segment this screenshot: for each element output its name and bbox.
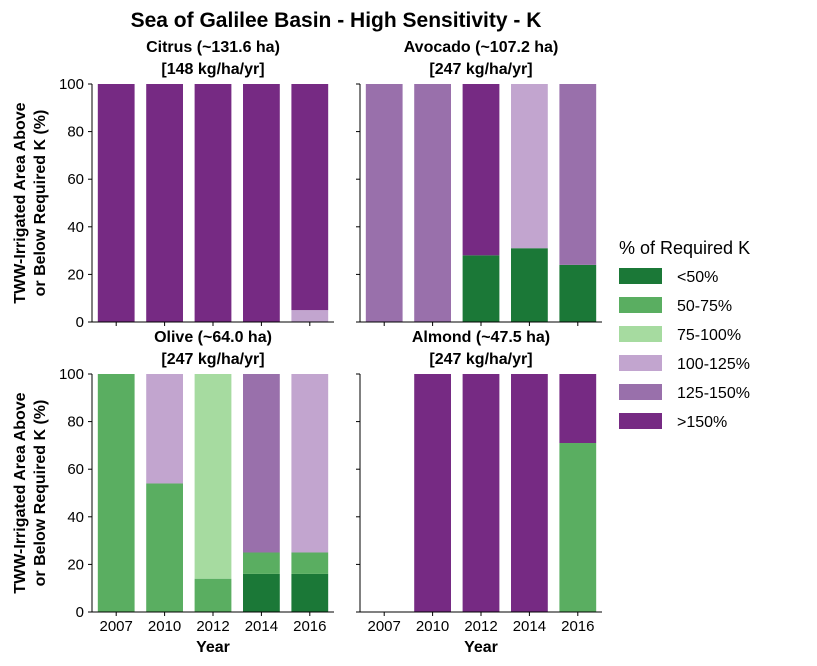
bar-segment [511, 248, 548, 322]
bar-segment [243, 573, 280, 612]
panel-subtitle: [247 kg/ha/yr] [429, 351, 532, 368]
bar-segment [194, 84, 232, 322]
x-tick-label: 2010 [148, 618, 181, 635]
x-tick-label: 2016 [293, 618, 326, 635]
bar-segment [146, 84, 183, 322]
y-axis-label-line2: or Below Required K (%) [32, 400, 49, 587]
y-axis-label-line1: TWW-Irrigated Area Above [12, 392, 29, 593]
bar-segment [559, 374, 597, 444]
x-tick-label: 2012 [464, 618, 497, 635]
panel-olive: Olive (~64.0 ha) [247 kg/ha/yr] 0 20 40 60 80 1… [12, 329, 334, 656]
legend-swatch [619, 268, 662, 284]
figure-title: Sea of Galilee Basin - High Sensitivity … [131, 9, 542, 32]
x-axis-label: Year [464, 639, 498, 656]
bar-segment [243, 374, 280, 553]
bar-segment [291, 374, 329, 553]
legend: % of Required K <50% 50-75% 75-100% 100-125%… [619, 238, 750, 431]
legend-swatch [619, 413, 662, 429]
y-tick-label: 60 [67, 461, 84, 478]
panel-grid: Citrus (~131.6 ha) [148 kg/ha/yr] 0 20 40 60 8… [12, 39, 602, 656]
bar-segment [559, 264, 597, 322]
y-tick-label: 100 [59, 366, 84, 383]
legend-swatch [619, 384, 662, 400]
legend-label: 50-75% [677, 298, 732, 315]
bar-segment [194, 578, 232, 612]
panel-avocado: Avocado (~107.2 ha) [247 kg/ha/yr] [356, 39, 602, 326]
bar-segment [559, 443, 597, 612]
y-tick-label: 80 [67, 124, 84, 141]
panel-subtitle: [148 kg/ha/yr] [161, 61, 264, 78]
bar-segment [462, 374, 500, 612]
bar-segment [194, 374, 232, 579]
panel-title: Olive (~64.0 ha) [154, 329, 272, 346]
x-tick-label: 2007 [368, 618, 401, 635]
x-tick-label: 2016 [561, 618, 594, 635]
legend-label: 100-125% [677, 356, 750, 373]
bar-segment [462, 84, 500, 256]
y-axis-label-line2: or Below Required K (%) [32, 110, 49, 297]
x-axis-label: Year [196, 639, 230, 656]
bar-segment [559, 84, 597, 265]
y-tick-label: 0 [76, 604, 84, 621]
panel-title: Avocado (~107.2 ha) [404, 39, 559, 56]
x-tick-label: 2007 [100, 618, 133, 635]
bar-segment [414, 84, 451, 322]
bar-segment [291, 310, 329, 322]
legend-swatch [619, 326, 662, 342]
bar-segment [291, 552, 329, 574]
legend-label: 75-100% [677, 327, 741, 344]
panel-title: Almond (~47.5 ha) [412, 329, 550, 346]
panel-almond: Almond (~47.5 ha) [247 kg/ha/yr] 2007 2010 2… [356, 329, 602, 656]
x-tick-label: 2010 [416, 618, 449, 635]
legend-swatch [619, 297, 662, 313]
bar-segment [146, 483, 183, 612]
bar-segment [243, 84, 280, 322]
y-tick-label: 40 [67, 509, 84, 526]
legend-label: 125-150% [677, 385, 750, 402]
panel-citrus: Citrus (~131.6 ha) [148 kg/ha/yr] 0 20 40 60 8… [12, 39, 334, 331]
y-tick-label: 80 [67, 414, 84, 431]
y-tick-label: 0 [76, 314, 84, 331]
bar-segment [291, 573, 329, 612]
bar-segment [365, 84, 403, 322]
bar-segment [462, 255, 500, 322]
bar-segment [511, 84, 548, 249]
bar-segment [146, 374, 183, 484]
panel-subtitle: [247 kg/ha/yr] [161, 351, 264, 368]
x-tick-label: 2012 [196, 618, 229, 635]
y-tick-label: 20 [67, 556, 84, 573]
panel-title: Citrus (~131.6 ha) [146, 39, 280, 56]
legend-label: >150% [677, 414, 727, 431]
bar-segment [291, 84, 329, 311]
x-tick-label: 2014 [245, 618, 278, 635]
bar-segment [243, 552, 280, 574]
y-tick-label: 100 [59, 76, 84, 93]
y-axis-label-line1: TWW-Irrigated Area Above [12, 102, 29, 303]
legend-title: % of Required K [619, 238, 750, 258]
legend-swatch [619, 355, 662, 371]
x-tick-label: 2014 [513, 618, 546, 635]
bar-segment [97, 84, 135, 322]
bar-segment [414, 374, 451, 612]
legend-label: <50% [677, 269, 718, 286]
y-tick-label: 60 [67, 171, 84, 188]
bar-segment [511, 374, 548, 612]
panel-subtitle: [247 kg/ha/yr] [429, 61, 532, 78]
y-tick-label: 40 [67, 219, 84, 236]
y-tick-label: 20 [67, 266, 84, 283]
bar-segment [97, 374, 135, 612]
